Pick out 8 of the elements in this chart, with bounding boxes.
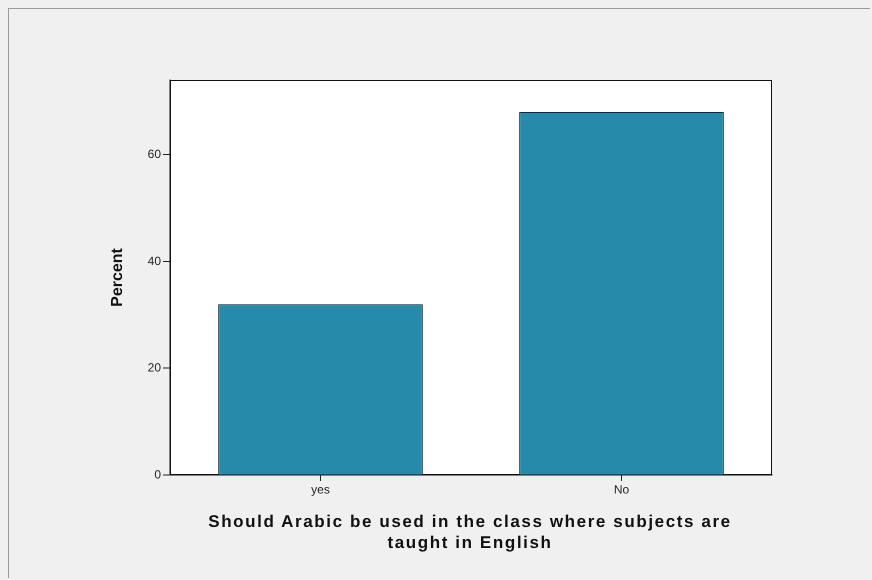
y-tick-label: 60: [148, 147, 162, 162]
y-tick-label: 20: [148, 360, 162, 375]
x-tick-label: No: [614, 482, 630, 497]
x-axis-title: Should Arabic be used in the class where subjects are taught in English: [207, 511, 733, 553]
y-tick-label: 0: [154, 467, 162, 482]
y-tick-label: 40: [148, 254, 162, 268]
y-axis-title: Percent: [109, 247, 126, 307]
x-tick-label: yes: [311, 482, 330, 497]
